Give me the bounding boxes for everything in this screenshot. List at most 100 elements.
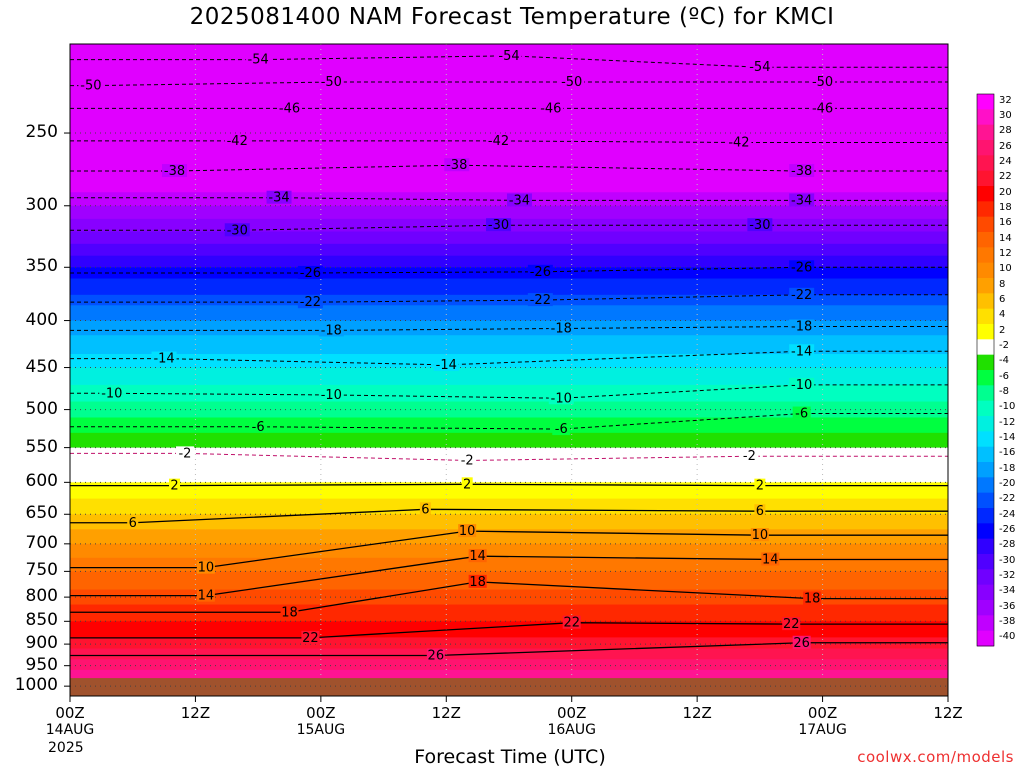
contour-label: -30 [749,218,770,233]
temperature-band [70,665,948,669]
contour-label-bg [444,158,470,172]
temperature-band [70,592,948,596]
y-tick-label: 500 [25,398,58,419]
temperature-band [70,498,948,503]
temperature-band [70,526,948,530]
temperature-band [70,393,948,399]
x-tick-label: 00Z [557,704,587,722]
contour-label: 6 [421,502,429,517]
temperature-band [70,589,948,593]
contour-label-bg [562,615,581,629]
temperature-band [70,511,948,515]
temperature-band [70,417,948,422]
contour-label-bg [433,357,459,371]
y-tick-label: 700 [25,532,58,553]
temperature-band [70,648,948,652]
colorbar-swatch [977,569,994,586]
temperature-band [70,614,948,618]
temperature-band [70,568,948,572]
contour-label: -50 [321,75,342,90]
contour-label: -46 [279,101,300,116]
contour-label-bg [468,549,487,563]
contour-label-bg [726,135,752,149]
colorbar-label: 24 [999,156,1012,167]
temperature-band [70,72,948,83]
temperature-band [70,549,948,553]
temperature-band [70,243,948,251]
contour-label: -54 [749,60,770,75]
source-credit: coolwx.com/models [857,748,1014,766]
colorbar-label: -14 [999,432,1016,443]
temperature-band [70,405,948,411]
temperature-band [70,546,948,551]
x-tick-label: 12Z [431,704,461,722]
temperature-band [70,458,948,463]
temperature-band [70,465,948,470]
contour-label-bg [419,502,431,516]
temperature-band [70,625,948,629]
contour-label: -6 [795,407,808,422]
contour-label: -10 [101,386,122,401]
temperature-band [70,663,948,667]
contour-label-bg [175,446,194,460]
temperature-band [70,584,948,588]
temperature-band [70,587,948,591]
temperature-band [70,538,948,542]
contour-label: 2 [170,479,178,494]
contour-label-bg [810,101,836,115]
colorbar-swatch [977,216,994,233]
ground-below-surface [70,678,948,696]
colorbar-swatch [977,446,994,463]
x-tick-label: 00Z [306,704,336,722]
contour-label: -38 [791,164,812,179]
colorbar-label: 16 [999,217,1012,229]
contour-label-bg [318,387,344,401]
colorbar-swatch [977,416,994,432]
temperature-band [70,401,948,407]
temperature-band [70,504,948,509]
contour-label: -50 [80,79,101,94]
temperature-band [70,574,948,578]
x-tick-label: 12Z [933,704,963,722]
colorbar-swatch [977,538,994,555]
y-tick-label: 900 [25,633,58,654]
colorbar-swatch [977,124,994,141]
temperature-band [70,540,948,545]
colorbar-swatch [977,508,994,524]
colorbar-label: -18 [999,462,1016,474]
contour-line [70,350,948,366]
colorbar-label: 14 [999,232,1012,244]
temperature-band [70,367,948,373]
contour-label: 10 [459,524,476,539]
plot-frame [69,43,949,697]
temperature-band [70,563,948,567]
contour-label-bg [249,419,268,433]
contour-label: -6 [555,422,568,437]
colorbar-swatch [977,94,994,110]
temperature-band [70,82,948,92]
contour-label-bg [740,449,759,463]
contour-label-bg [803,591,822,605]
contour-label: -42 [728,135,749,150]
contour-label: 14 [469,549,486,564]
contour-label-bg [162,164,188,178]
contour-label: -14 [153,352,174,367]
y-tick-label: 1000 [14,675,58,696]
contour-label-bg [761,552,780,566]
contour-label-bg [496,48,522,62]
contour-line [70,642,948,657]
temperature-band [70,535,948,539]
colorbar-label: -28 [999,539,1016,551]
temperature-band [70,384,948,390]
temperature-band [70,657,948,660]
colorbar-label: -8 [999,386,1009,397]
temperature-band [70,363,948,369]
temperature-band [70,576,948,580]
temperature-band [70,325,948,332]
contour-label: -10 [791,378,812,393]
contour-label: -42 [227,134,248,149]
contour-label-bg [266,190,292,204]
temperature-band [70,171,948,179]
temperature-band [70,543,948,548]
contour-label-bg [750,528,769,542]
